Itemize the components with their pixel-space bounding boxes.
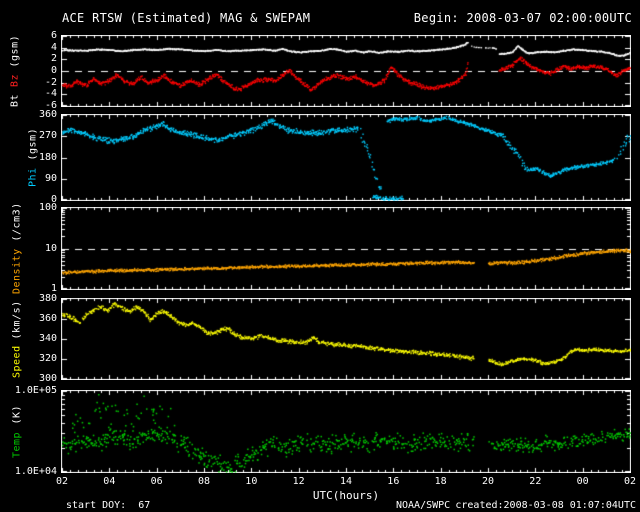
x-tick-label: 02 (623, 476, 637, 487)
temp-axis-label: Temp (K) (10, 391, 24, 472)
temp-plot (61, 390, 631, 473)
x-tick-label: 16 (387, 476, 400, 487)
bt-bz-axis-label: Bt Bz (gsm) (8, 35, 22, 107)
speed-ytick-label: 380 (38, 293, 57, 304)
bt-bz-ytick-label: 6 (50, 30, 57, 41)
speed-axis-label: Speed (km/s) (10, 299, 24, 379)
plot-title: ACE RTSW (Estimated) MAG & SWEPAM (62, 11, 311, 25)
created-timestamp: created:2008-03-08 01:07:04UTC (455, 500, 636, 511)
start-doy-label: start DOY: 67 (66, 500, 151, 511)
speed-axis-label-part: (km/s) (11, 299, 23, 346)
phi-ytick-label: 0 (50, 194, 57, 205)
agency-label: NOAA/SWPC (396, 500, 451, 511)
speed-ytick-label: 320 (38, 353, 57, 364)
bt-bz-ytick-label: -2 (44, 76, 57, 88)
bt-bz-axis-label-part: Bt (9, 87, 21, 107)
phi-ytick-label: 360 (38, 109, 57, 120)
x-tick-label: 04 (103, 476, 116, 487)
phi-axis-label-part: Phi (27, 167, 39, 187)
bt-bz-ytick-label: -6 (44, 100, 57, 111)
speed-ytick-label: 300 (38, 373, 57, 384)
x-tick-label: 14 (339, 476, 353, 487)
x-tick-label: 18 (434, 476, 447, 487)
x-tick-label: 22 (529, 476, 542, 487)
bt-bz-axis-label-part: Bz (9, 74, 21, 88)
phi-ytick-label: 180 (38, 151, 57, 163)
x-tick-label: 08 (197, 476, 211, 487)
speed-plot (61, 298, 631, 380)
density-axis-label: Density (/cm3) (10, 203, 24, 294)
begin-timestamp: Begin: 2008-03-07 02:00:00UTC (413, 11, 632, 25)
density-ytick-label: 10 (44, 242, 57, 254)
bt-bz-ytick-label: 4 (50, 41, 57, 53)
bt-bz-ytick-label: 2 (50, 53, 57, 65)
temp-ytick-label: 1.0E+04 (14, 466, 57, 477)
x-tick-label: 02 (55, 476, 69, 487)
density-axis-label-part: Density (11, 248, 23, 295)
bt-bz-axis-label-part: (gsm) (9, 35, 21, 75)
density-axis-label-part: (/cm3) (11, 202, 23, 249)
temp-axis-label-part: (K) (11, 405, 23, 432)
x-tick-label: 00 (576, 476, 589, 487)
speed-ytick-label: 360 (38, 313, 57, 324)
x-tick-label: 20 (481, 476, 495, 487)
bt-bz-ytick-label: -4 (44, 88, 57, 100)
speed-axis-label-part: Speed (11, 345, 23, 379)
speed-ytick-label: 340 (38, 333, 57, 344)
x-tick-label: 06 (150, 476, 163, 487)
bt-bz-ytick-label: 0 (50, 65, 57, 76)
temp-ytick-label: 1.0E+05 (14, 385, 57, 396)
phi-axis-label: Phi (gsm) (26, 115, 40, 200)
density-plot (61, 207, 631, 290)
density-ytick-label: 1 (50, 283, 57, 294)
phi-axis-label-part: (gsm) (27, 128, 39, 168)
phi-ytick-label: 270 (38, 130, 57, 142)
x-tick-label: 10 (245, 476, 258, 487)
x-axis-title: UTC(hours) (312, 489, 380, 502)
phi-plot (61, 114, 631, 201)
temp-axis-label-part: Temp (11, 431, 23, 458)
bt-bz-plot (61, 35, 631, 107)
x-tick-label: 12 (292, 476, 305, 487)
density-ytick-label: 100 (38, 202, 57, 213)
phi-ytick-label: 90 (44, 172, 57, 184)
